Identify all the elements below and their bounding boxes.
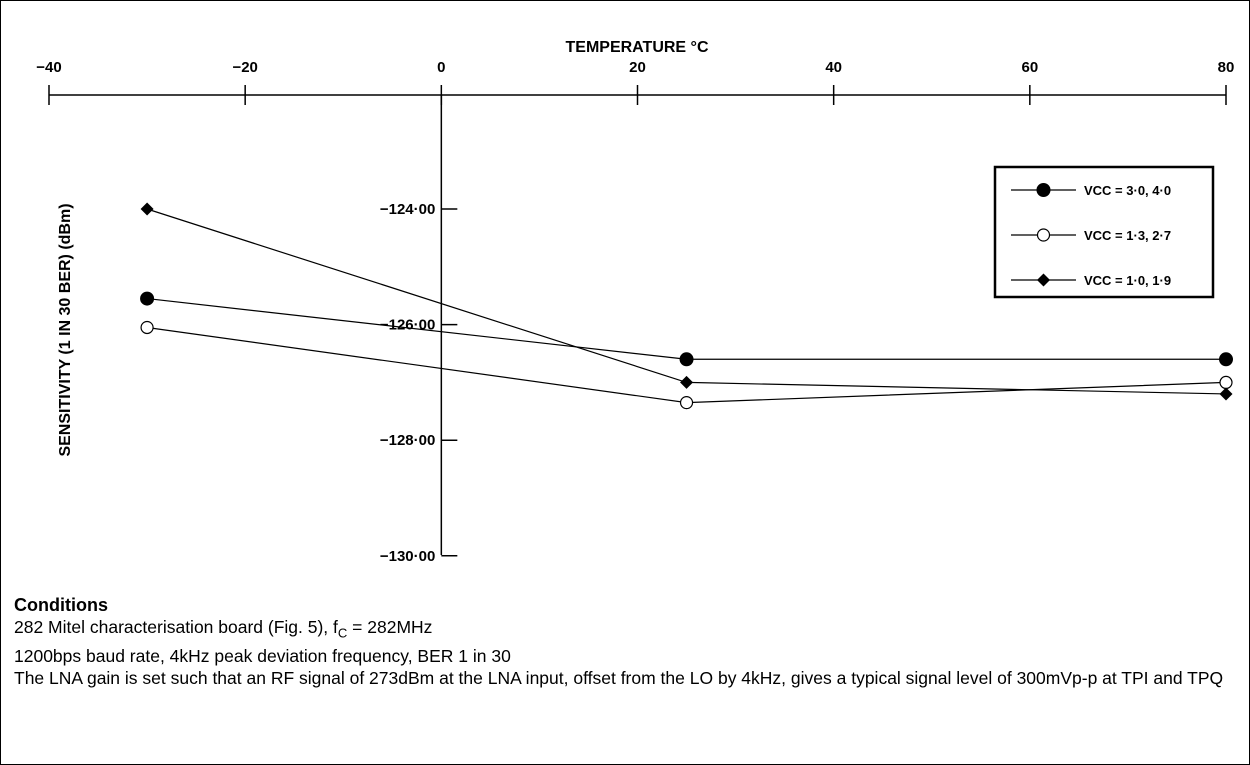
- x-axis-title: TEMPERATURE °C: [566, 39, 709, 56]
- conditions-title: Conditions: [14, 595, 108, 615]
- data-point: [680, 375, 694, 389]
- y-tick-label: −128·00: [380, 432, 435, 449]
- ticks: −40 −20 0 20 40 60 80 −124·00 −126·00 −128·00 −130…: [36, 59, 1234, 565]
- conditions-frequency-text: = 282MHz: [347, 617, 433, 637]
- series-2: [140, 320, 1233, 410]
- data-point: [1219, 387, 1233, 401]
- legend-entry: VCC = 3·0, 4·0: [1011, 183, 1171, 198]
- series-3: [140, 202, 1233, 401]
- legend-entry: VCC = 1·0, 1·9: [1011, 273, 1171, 288]
- series-1: [140, 291, 1233, 367]
- legend: VCC = 3·0, 4·0 VCC = 1·3, 2·7 VCC = 1·0, 1…: [993, 165, 1215, 299]
- legend-label: VCC = 1·0, 1·9: [1084, 273, 1171, 288]
- legend-marker: [1037, 273, 1050, 287]
- y-tick-label: −124·00: [380, 201, 435, 218]
- data-point: [679, 396, 694, 410]
- conditions-note: Conditions 282 Mitel characterisation bo…: [14, 594, 1236, 689]
- y-tick-label: −126·00: [380, 317, 435, 334]
- data-point: [140, 320, 154, 335]
- y-tick-label: −130·00: [380, 548, 435, 565]
- series-layer: [140, 202, 1233, 410]
- data-point: [140, 291, 155, 306]
- data-point: [1219, 375, 1233, 389]
- conditions-board-line: 282 Mitel characterisation board (Fig. 5…: [14, 616, 1236, 645]
- x-tick-label: 20: [629, 59, 646, 76]
- x-tick-label: −20: [232, 59, 257, 76]
- x-tick-label: 60: [1021, 59, 1038, 76]
- y-axis-title: SENSITIVITY (1 IN 30 BER) (dBm): [57, 203, 74, 456]
- x-tick-label: −40: [36, 59, 61, 76]
- data-point: [679, 352, 694, 367]
- conditions-lna-line: The LNA gain is set such that an RF sign…: [14, 667, 1224, 688]
- legend-label: VCC = 3·0, 4·0: [1084, 183, 1171, 198]
- data-point: [1219, 352, 1233, 367]
- conditions-board-text: 282 Mitel characterisation board (Fig. 5…: [14, 617, 338, 637]
- legend-entry: VCC = 1·3, 2·7: [1011, 228, 1171, 243]
- x-tick-label: 40: [825, 59, 842, 76]
- legend-marker: [1036, 183, 1051, 197]
- data-point: [140, 202, 154, 216]
- legend-box: [993, 165, 1215, 299]
- conditions-baud-line: 1200bps baud rate, 4kHz peak deviation f…: [14, 645, 511, 666]
- legend-label: VCC = 1·3, 2·7: [1084, 228, 1171, 243]
- conditions-fc-subscript: C: [337, 625, 348, 641]
- legend-marker: [1036, 228, 1051, 242]
- x-tick-label: 80: [1218, 59, 1235, 76]
- x-tick-label: 0: [437, 59, 445, 76]
